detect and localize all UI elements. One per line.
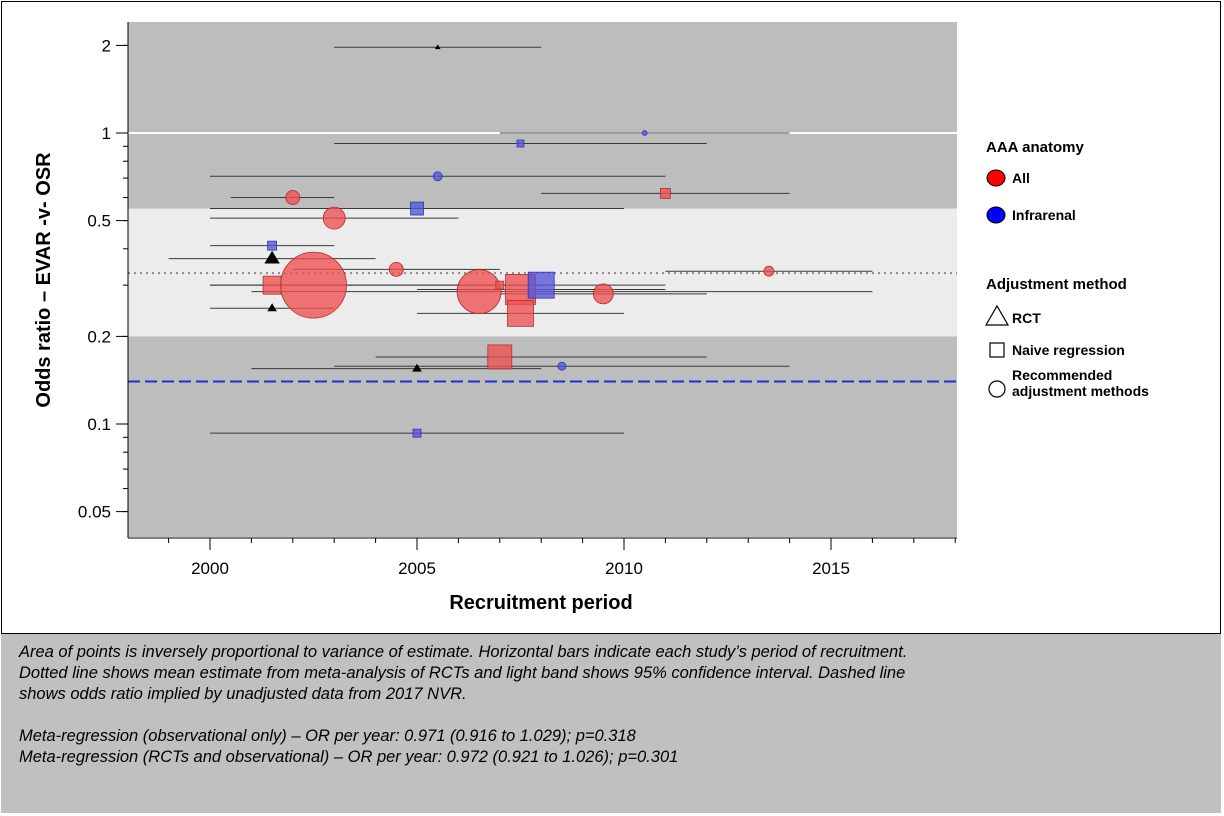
- y-tick-label: 2: [102, 36, 111, 55]
- recommended-method-marker: [388, 261, 404, 277]
- naive-regression-marker: [487, 344, 513, 370]
- recommended-method-marker: [280, 251, 347, 319]
- y-axis-title: Odds ratio – EVAR -v- OSR: [33, 152, 55, 408]
- x-axis-title: Recruitment period: [449, 592, 632, 614]
- legend-anatomy-title: AAA anatomy: [986, 139, 1084, 156]
- recommended-method-marker: [557, 361, 567, 371]
- legend-method-label: Recommended adjustment methods: [1012, 367, 1149, 399]
- rct-marker: [264, 250, 280, 264]
- naive-regression-marker: [410, 201, 424, 216]
- naive-regression-marker: [507, 299, 534, 327]
- legend-anatomy-label: Infrarenal: [1012, 207, 1076, 223]
- legend-infrarenal-swatch: [986, 206, 1006, 224]
- y-tick-label: 1: [102, 124, 111, 143]
- x-tick-label: 2015: [812, 559, 850, 578]
- odds-ratio-chart: 0.05 0.1 0.2 0.5 1 2 2000 2005 2010 2015 Odds rat…: [33, 22, 1149, 614]
- caption-line: Area of points is inversely proportional…: [19, 643, 908, 661]
- naive-regression-marker: [262, 275, 282, 295]
- naive-regression-marker: [527, 271, 555, 299]
- legend-method-title: Adjustment method: [986, 276, 1127, 293]
- caption-meta-regression-observational: Meta-regression (observational only) – O…: [19, 727, 636, 745]
- legend: AAA anatomy All Infrarenal Adjustment metho…: [984, 139, 1149, 399]
- y-tick-label: 0.2: [87, 327, 111, 346]
- x-tick-label: 2010: [605, 559, 643, 578]
- legend-anatomy-label: All: [1012, 170, 1030, 186]
- y-tick-label: 0.1: [87, 415, 111, 434]
- y-tick-label: 0.5: [87, 212, 111, 231]
- x-tick-label: 2005: [398, 559, 436, 578]
- rct-marker: [412, 363, 422, 372]
- legend-all-swatch: [986, 169, 1006, 187]
- legend-circle-icon: [988, 380, 1006, 398]
- naive-regression-marker: [495, 280, 505, 290]
- caption-line: shows odds ratio implied by unadjusted d…: [19, 685, 467, 703]
- y-tick-label: 0.05: [78, 503, 111, 522]
- legend-method-label: Naive regression: [1012, 342, 1125, 358]
- legend-square-icon: [989, 342, 1005, 358]
- recommended-method-marker: [432, 171, 443, 182]
- naive-regression-marker: [412, 428, 422, 438]
- recommended-method-marker: [285, 190, 301, 205]
- naive-regression-marker: [267, 240, 278, 251]
- figure-caption: Area of points is inversely proportional…: [1, 633, 1221, 813]
- rct-marker: [267, 303, 277, 312]
- rct-marker: [434, 44, 441, 50]
- study-markers: [262, 44, 775, 438]
- legend-method-label: RCT: [1012, 310, 1041, 326]
- recommended-method-marker: [763, 265, 775, 277]
- recommended-method-marker: [641, 130, 648, 136]
- axes: 0.05 0.1 0.2 0.5 1 2 2000 2005 2010 2015: [78, 22, 957, 578]
- caption-meta-regression-all: Meta-regression (RCTs and observational)…: [19, 748, 679, 766]
- recommended-method-marker: [592, 283, 614, 305]
- caption-line: Dotted line shows mean estimate from met…: [19, 664, 906, 682]
- naive-regression-marker: [660, 188, 671, 199]
- legend-triangle-icon: [984, 304, 1010, 326]
- x-tick-label: 2000: [191, 559, 229, 578]
- recommended-method-marker: [456, 269, 502, 315]
- naive-regression-marker: [516, 139, 525, 148]
- recommended-method-marker: [322, 206, 346, 230]
